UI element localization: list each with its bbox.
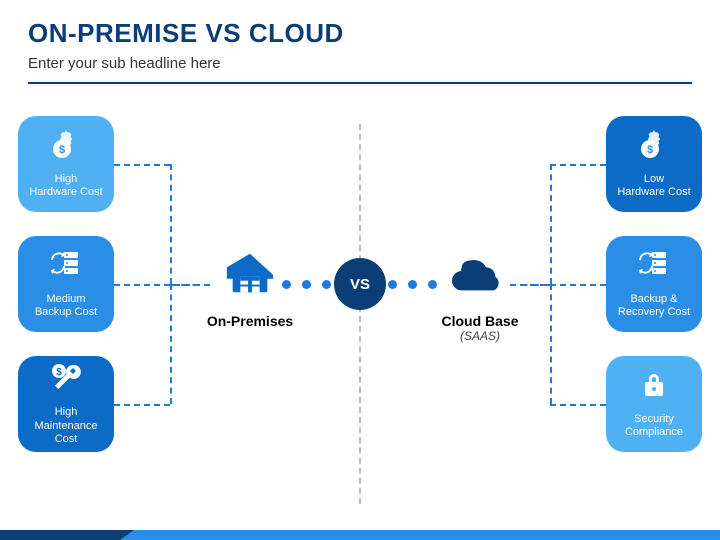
connector [170, 284, 172, 404]
hub-label: Cloud Base [435, 313, 525, 329]
header-rule [28, 82, 692, 84]
connector [170, 284, 210, 286]
page-subtitle: Enter your sub headline here [28, 55, 692, 72]
connector [550, 284, 552, 404]
svg-text:$: $ [59, 144, 65, 156]
connector-dot [322, 280, 331, 289]
svg-text:$: $ [56, 367, 62, 378]
page-title: ON-PREMISE VS CLOUD [28, 18, 692, 49]
connector [114, 164, 170, 166]
lock-icon [637, 368, 671, 413]
server-sync-icon [49, 248, 83, 293]
feature-card-bk2: Backup &Recovery Cost [606, 236, 702, 332]
server-sync-icon [637, 248, 671, 293]
right-hub: Cloud Base(SAAS) [435, 246, 525, 343]
feature-card-mnt: $ HighMaintenanceCost [18, 356, 114, 452]
hub-sublabel: (SAAS) [435, 329, 525, 343]
wrench-dollar-icon: $ [49, 361, 83, 406]
hub-label: On-Premises [205, 313, 295, 329]
connector-dot [428, 280, 437, 289]
vs-label: VS [350, 276, 370, 293]
connector-dot [282, 280, 291, 289]
feature-card-hw2: $ LowHardware Cost [606, 116, 702, 212]
card-label: Backup &Recovery Cost [618, 293, 690, 321]
feature-card-sec: SecurityCompliance [606, 356, 702, 452]
connector [550, 404, 606, 406]
connector [550, 164, 552, 284]
diagram-arena: $ HighHardware Cost MediumBackup Cost $ High… [0, 94, 720, 524]
card-label: SecurityCompliance [625, 413, 683, 441]
gear-dollar-icon: $ [49, 128, 83, 173]
card-label: HighMaintenanceCost [35, 406, 98, 447]
connector [550, 164, 606, 166]
left-hub: On-Premises [205, 246, 295, 329]
vs-badge: VS [334, 258, 386, 310]
connector-dot [408, 280, 417, 289]
connector-dot [302, 280, 311, 289]
gear-dollar-icon: $ [637, 128, 671, 173]
footer-bar [0, 530, 720, 540]
card-label: MediumBackup Cost [35, 293, 97, 321]
feature-card-bk: MediumBackup Cost [18, 236, 114, 332]
card-label: LowHardware Cost [617, 173, 690, 201]
connector-dot [388, 280, 397, 289]
warehouse-icon [215, 287, 285, 304]
cloud-icon [445, 287, 515, 304]
connector [170, 164, 172, 284]
connector [114, 404, 170, 406]
card-label: HighHardware Cost [29, 173, 102, 201]
feature-card-hw: $ HighHardware Cost [18, 116, 114, 212]
svg-text:$: $ [647, 144, 653, 156]
center-divider [359, 124, 361, 504]
